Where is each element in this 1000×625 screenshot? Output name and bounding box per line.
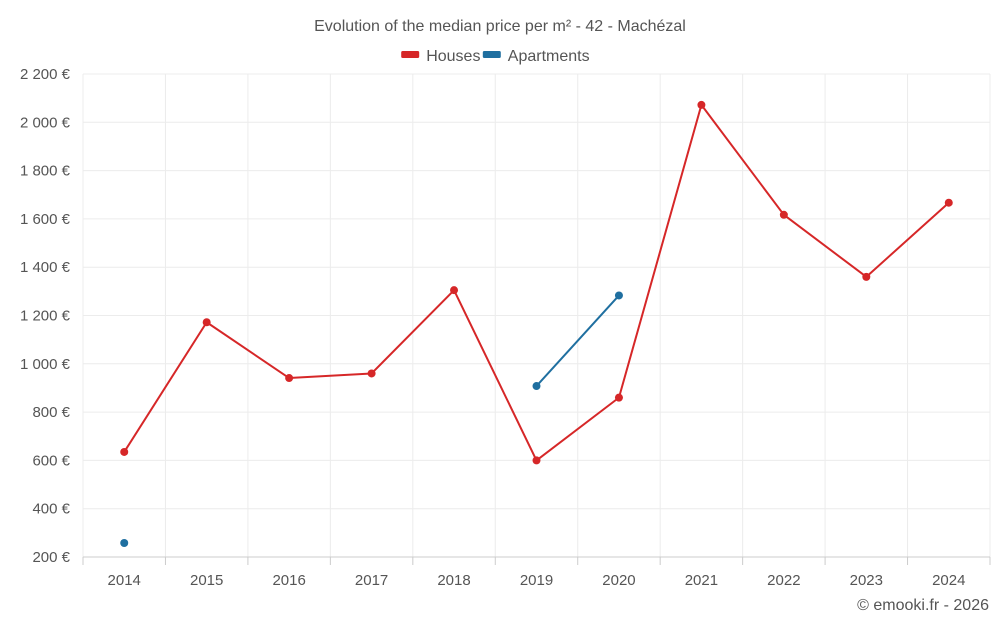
y-tick-label: 2 200 € [20, 66, 71, 83]
y-tick-label: 1 200 € [20, 308, 71, 325]
apartments-point [532, 382, 541, 391]
legend-item-apartments: Apartments [482, 48, 590, 65]
legend-item-houses: Houses [401, 48, 480, 65]
y-tick-label: 1 400 € [20, 259, 71, 276]
y-tick-label: 2 000 € [20, 114, 71, 131]
houses-point [862, 272, 871, 281]
houses-point [944, 198, 953, 207]
y-tick-label: 1 600 € [20, 211, 71, 228]
legend-label-houses: Houses [426, 48, 480, 65]
legend: Houses Apartments [401, 48, 590, 65]
x-tick-label: 2020 [602, 572, 635, 589]
houses-point [697, 100, 706, 109]
x-tick-label: 2019 [520, 572, 553, 589]
x-tick-label: 2014 [108, 572, 141, 589]
credit: © emooki.fr - 2026 [857, 597, 989, 614]
x-tick-label: 2018 [437, 572, 470, 589]
houses-point [532, 456, 541, 465]
houses-point [450, 286, 459, 295]
houses-point [120, 447, 129, 456]
x-tick-label: 2021 [685, 572, 718, 589]
y-tick-label: 1 800 € [20, 163, 71, 180]
chart-title: Evolution of the median price per m² - 4… [314, 18, 686, 35]
y-tick-label: 1 000 € [20, 356, 71, 373]
apartments-point [614, 291, 623, 300]
y-axis: 200 € 400 € 600 € 800 € 1 000 € 1 200 € 1 400 … [20, 66, 71, 566]
houses-point [367, 369, 376, 378]
houses-point [779, 210, 788, 219]
legend-swatch-houses [401, 51, 420, 58]
y-tick-label: 200 € [32, 549, 70, 566]
x-tick-label: 2016 [272, 572, 305, 589]
apartments-line [535, 294, 620, 387]
series-houses [120, 100, 953, 465]
x-tick-label: 2015 [190, 572, 223, 589]
y-tick-label: 600 € [32, 452, 70, 469]
legend-swatch-apartments [482, 51, 501, 58]
y-tick-label: 800 € [32, 404, 70, 421]
x-tick-label: 2022 [767, 572, 800, 589]
apartments-point [120, 538, 129, 547]
legend-label-apartments: Apartments [508, 48, 590, 65]
x-tick-label: 2024 [932, 572, 965, 589]
houses-point [202, 318, 211, 327]
x-tick-label: 2023 [850, 572, 883, 589]
houses-point [614, 393, 623, 402]
houses-point [285, 374, 294, 383]
plot-area [120, 100, 953, 547]
x-axis: 2014 2015 2016 2017 2018 2019 2020 2021 2022 2023… [82, 556, 991, 589]
y-tick-label: 400 € [32, 501, 70, 518]
x-tick-label: 2017 [355, 572, 388, 589]
series-apartments [120, 291, 623, 547]
gridlines [82, 73, 991, 558]
